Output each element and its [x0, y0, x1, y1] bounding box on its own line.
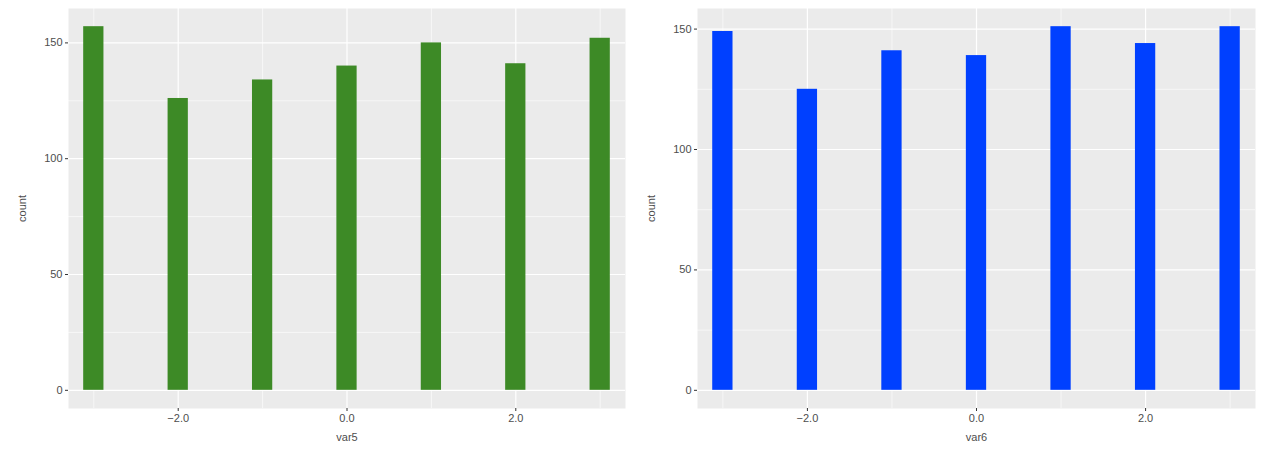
svg-text:count: count — [645, 195, 657, 222]
svg-text:100: 100 — [673, 143, 691, 155]
svg-text:150: 150 — [673, 23, 691, 35]
svg-text:50: 50 — [679, 263, 691, 275]
svg-text:var6: var6 — [966, 431, 987, 443]
svg-text:2.0: 2.0 — [1138, 412, 1153, 424]
svg-text:0: 0 — [56, 384, 62, 396]
svg-text:count: count — [16, 195, 28, 222]
svg-text:0: 0 — [685, 384, 691, 396]
svg-text:0.0: 0.0 — [969, 412, 984, 424]
svg-text:−2.0: −2.0 — [797, 412, 819, 424]
svg-text:100: 100 — [44, 152, 62, 164]
svg-text:−2.0: −2.0 — [167, 412, 189, 424]
svg-text:50: 50 — [50, 268, 62, 280]
svg-text:var5: var5 — [336, 431, 357, 443]
svg-text:2.0: 2.0 — [508, 412, 523, 424]
svg-text:150: 150 — [44, 36, 62, 48]
svg-text:0.0: 0.0 — [339, 412, 354, 424]
